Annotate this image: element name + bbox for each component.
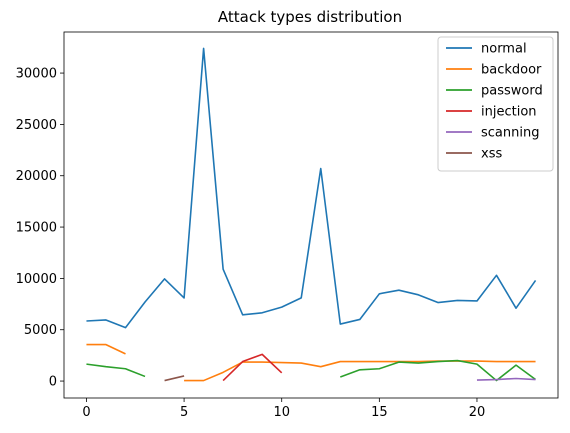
series-line-xss (164, 375, 185, 382)
series-line-injection (222, 353, 283, 382)
legend: normal backdoor password injection scanning x… (437, 36, 554, 172)
x-tick-label: 5 (180, 405, 188, 420)
y-tick-label: 5000 (24, 323, 57, 338)
y-tick-label: 15000 (16, 221, 57, 236)
legend-label-password: password (481, 84, 543, 99)
y-tick-label: 10000 (16, 272, 57, 287)
plot-frame (63, 31, 559, 399)
legend-label-injection: injection (481, 105, 537, 120)
y-axis: 0 5000 10000 15000 20000 25000 30000 (16, 67, 64, 390)
chart-title: Attack types distribution (218, 8, 402, 26)
legend-box (437, 36, 554, 172)
legend-label-xss: xss (481, 147, 502, 162)
series-line-normal (86, 47, 537, 329)
y-tick-label: 25000 (16, 118, 57, 133)
x-tick-label: 10 (273, 405, 290, 420)
y-tick-label: 30000 (16, 67, 57, 82)
x-tick-label: 0 (82, 405, 90, 420)
x-tick-label: 15 (371, 405, 388, 420)
legend-label-normal: normal (481, 42, 527, 57)
x-tick-label: 20 (469, 405, 486, 420)
plot-area (86, 47, 537, 382)
series-line-password (86, 359, 537, 382)
y-tick-label: 0 (49, 375, 57, 390)
x-axis: 0 5 10 15 20 (82, 398, 485, 420)
series-line-scanning (476, 377, 536, 381)
legend-label-backdoor: backdoor (481, 63, 542, 78)
legend-label-scanning: scanning (481, 126, 539, 141)
y-tick-label: 20000 (16, 169, 57, 184)
